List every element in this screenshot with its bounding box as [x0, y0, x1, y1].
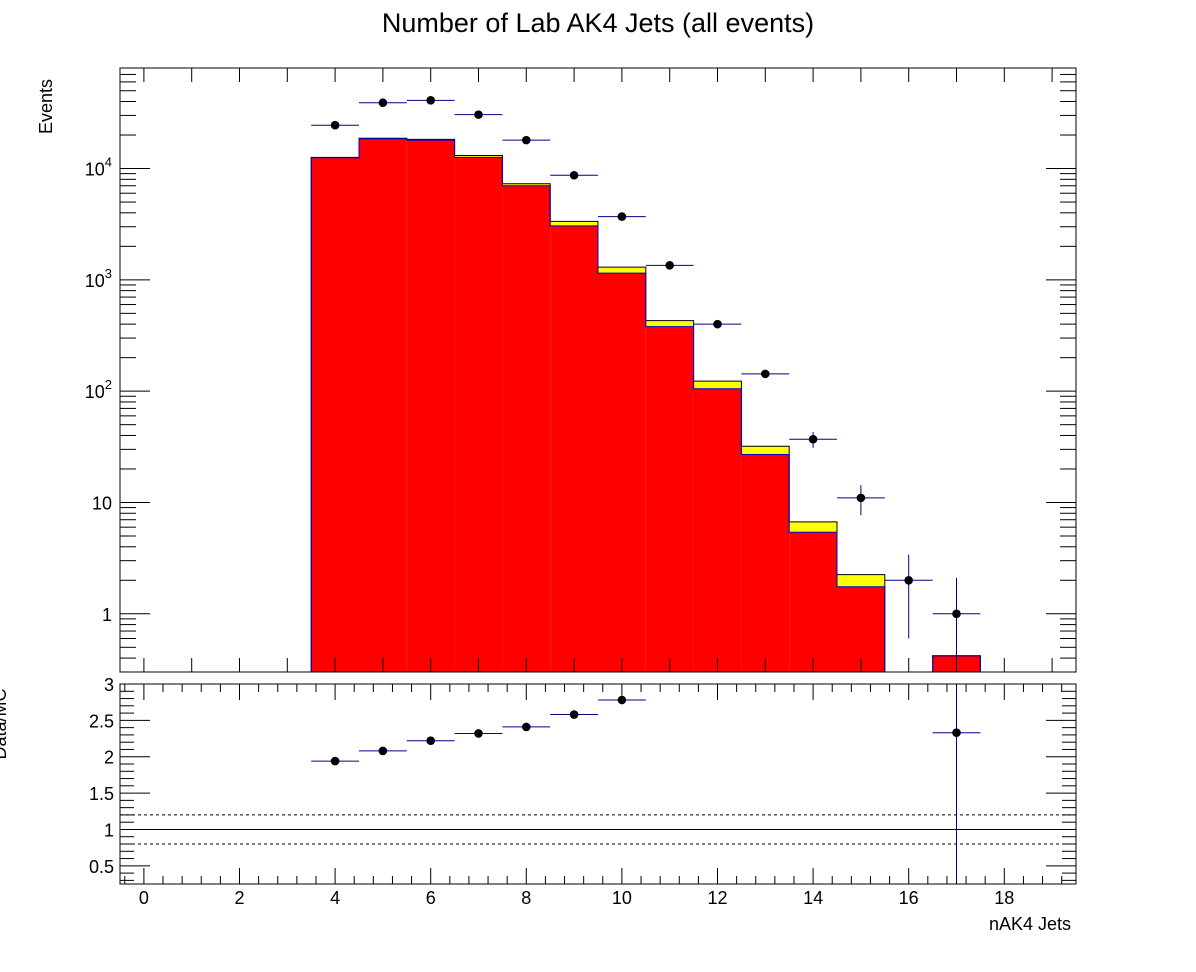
- data-marker-10: [617, 212, 627, 221]
- data-point-7: [454, 110, 503, 119]
- data-marker-9: [569, 170, 579, 180]
- stack-bar-red-15: [837, 586, 885, 672]
- ratio-y-tick-label-2: 2: [104, 748, 114, 768]
- x-axis-label: nAK4 Jets: [989, 914, 1071, 934]
- x-tick-label-8: 8: [521, 888, 531, 908]
- stack-bar-red-13: [741, 454, 790, 672]
- data-marker-6: [426, 96, 436, 105]
- data-marker-17: [952, 609, 961, 619]
- data-marker-11: [665, 261, 674, 270]
- ratio-point-8: [502, 722, 551, 732]
- ratio-marker-17: [952, 728, 961, 738]
- data-marker-5: [378, 98, 388, 108]
- ratio-frame: [119, 683, 1077, 885]
- data-marker-12: [713, 319, 722, 329]
- y-tick-label-1000: 103: [85, 266, 112, 291]
- ratio-marker-5: [378, 746, 388, 756]
- data-point-4: [311, 120, 359, 130]
- x-tick-label-14: 14: [803, 888, 823, 908]
- x-tick-label-16: 16: [899, 888, 919, 908]
- ratio-point-6: [406, 736, 455, 746]
- stack-bar-red-7: [454, 157, 503, 672]
- data-marker-13: [761, 369, 770, 379]
- ratio-point-5: [359, 746, 407, 756]
- data-point-11: [645, 261, 694, 270]
- data-point-9: [550, 170, 598, 180]
- ratio-y-tick-label-1.5: 1.5: [89, 784, 114, 804]
- stack-bar-red-14: [789, 532, 837, 672]
- ratio-y-tick-label-2.5: 2.5: [89, 711, 114, 731]
- x-tick-label-10: 10: [612, 888, 632, 908]
- stack-bar-red-11: [645, 326, 694, 672]
- data-point-13: [741, 369, 790, 379]
- data-point-6: [406, 96, 455, 105]
- y-tick-label-1: 1: [102, 605, 112, 625]
- data-point-14: [789, 431, 837, 448]
- stack-bar-red-8: [502, 185, 551, 673]
- main-frame: [119, 67, 1077, 673]
- ratio-y-tick-label-3: 3: [104, 675, 114, 695]
- ratio-point-17: [932, 684, 981, 884]
- ratio-marker-9: [569, 710, 579, 719]
- data-point-8: [502, 135, 551, 145]
- chart-title: Number of Lab AK4 Jets (all events): [382, 8, 814, 38]
- data-point-12: [693, 319, 742, 329]
- ratio-marker-4: [330, 756, 340, 766]
- data-point-15: [837, 485, 885, 516]
- stack-bar-red-5: [359, 138, 407, 672]
- data-point-16: [884, 554, 933, 639]
- main-panel: 1 10 102 103 104: [85, 67, 1077, 673]
- ratio-point-9: [550, 710, 598, 719]
- x-tick-label-12: 12: [707, 888, 727, 908]
- y-axis-label: Events: [36, 79, 56, 134]
- data-point-5: [359, 98, 407, 108]
- ratio-marker-7: [474, 729, 483, 738]
- x-tick-label-2: 2: [234, 888, 244, 908]
- ratio-panel: 0.5 1 1.5 2 2.5 3 0 2 4 6 8 10 12 14 16 18: [89, 675, 1077, 908]
- ratio-point-4: [311, 756, 359, 766]
- stack-outline-red: [310, 138, 981, 673]
- data-point-17: [932, 577, 981, 672]
- stack-bar-red-9: [550, 225, 598, 672]
- ratio-y-tick-label-1: 1: [104, 820, 114, 840]
- data-marker-8: [522, 135, 531, 145]
- y-tick-label-10: 10: [92, 493, 112, 513]
- stack-bar-red-6: [406, 140, 455, 672]
- ratio-y-axis-label: Data/MC: [0, 688, 10, 759]
- ratio-marker-6: [426, 736, 436, 746]
- data-marker-7: [474, 110, 483, 119]
- ratio-point-7: [454, 729, 503, 738]
- x-tick-label-4: 4: [330, 888, 340, 908]
- data-marker-16: [904, 575, 913, 585]
- stack-bar-red-10: [598, 273, 646, 672]
- y-tick-label-10000: 104: [85, 155, 112, 180]
- stack-bar-red-4: [311, 157, 359, 672]
- x-tick-label-18: 18: [994, 888, 1014, 908]
- x-tick-label-0: 0: [139, 888, 149, 908]
- data-marker-14: [808, 434, 818, 444]
- ratio-y-tick-label-0.5: 0.5: [89, 857, 114, 877]
- data-marker-15: [856, 493, 866, 503]
- stack-bar-red-12: [693, 388, 742, 672]
- data-point-10: [598, 212, 646, 221]
- ratio-marker-8: [522, 722, 531, 732]
- y-tick-label-100: 102: [85, 377, 112, 402]
- x-tick-label-6: 6: [426, 888, 436, 908]
- data-marker-4: [330, 120, 340, 130]
